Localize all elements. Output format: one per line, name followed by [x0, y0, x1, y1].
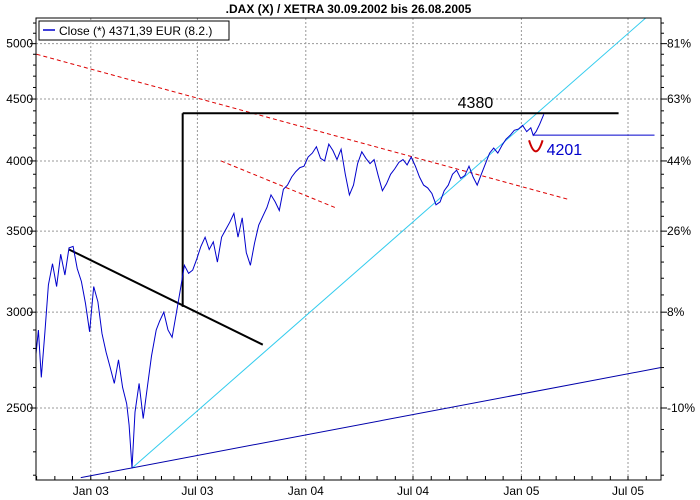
y-tick-label: 4000 [6, 154, 33, 168]
series-line [35, 114, 545, 469]
y-tick-label: 3000 [6, 305, 33, 319]
legend: Close (*) 4371,39 EUR (8.2.) [38, 20, 230, 41]
legend-entry: Close (*) 4371,39 EUR (8.2.) [59, 24, 212, 38]
x-tick-label: Jul 05 [612, 484, 644, 498]
x-tick-label: Jan 05 [503, 484, 539, 498]
downtrend-channel-lower [220, 160, 336, 209]
support-arc [528, 140, 544, 153]
y-right-tick-label: -10% [667, 401, 695, 415]
y-tick-label: 3500 [6, 224, 33, 238]
annotation-labels: 4380 4201 [458, 95, 583, 159]
grid-lines [36, 18, 661, 480]
x-tick-label: Jul 04 [397, 484, 429, 498]
uptrend-steep-line [131, 17, 647, 469]
axes: 5000 4500 4000 3500 3000 2500 81% 63% 44% 26% 8% -1… [6, 17, 695, 498]
annotation-4380-label: 4380 [458, 95, 494, 112]
series-layer [35, 114, 545, 469]
y-tick-label: 4500 [6, 92, 33, 106]
y-right-tick-label: 8% [667, 305, 685, 319]
y-right-tick-label: 63% [667, 92, 691, 106]
y-tick-label: 5000 [6, 37, 33, 51]
y-right-tick-label: 44% [667, 154, 691, 168]
downtrend-black-line [68, 248, 264, 346]
x-tick-label: Jul 03 [181, 484, 213, 498]
legend-box [38, 20, 230, 41]
plot-frame [35, 17, 662, 481]
annotation-4201-label: 4201 [547, 142, 583, 159]
x-tick-label: Jan 03 [73, 484, 109, 498]
annotation-lines [36, 17, 662, 479]
chart-title: .DAX (X) / XETRA 30.09.2002 bis 26.08.20… [226, 2, 472, 16]
x-tick-label: Jan 04 [288, 484, 324, 498]
y-right-tick-label: 81% [667, 37, 691, 51]
y-tick-label: 2500 [6, 401, 33, 415]
uptrend-long-line [80, 367, 662, 479]
y-right-tick-label: 26% [667, 224, 691, 238]
downtrend-channel-upper [36, 53, 568, 200]
